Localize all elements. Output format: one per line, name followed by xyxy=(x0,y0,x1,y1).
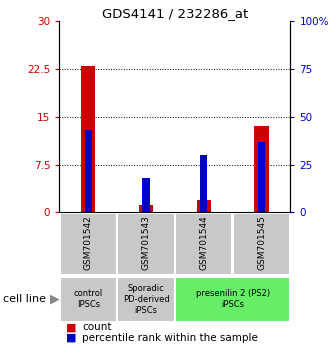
Text: Sporadic
PD-derived
iPSCs: Sporadic PD-derived iPSCs xyxy=(123,284,169,315)
Text: cell line: cell line xyxy=(3,294,46,304)
Bar xyxy=(81,66,95,212)
Text: ■: ■ xyxy=(66,333,77,343)
Bar xyxy=(254,126,269,212)
Bar xyxy=(175,213,232,275)
Bar xyxy=(233,213,290,275)
Bar xyxy=(200,155,207,212)
Text: GSM701544: GSM701544 xyxy=(199,216,208,270)
Bar xyxy=(60,276,117,322)
Text: presenilin 2 (PS2)
iPSCs: presenilin 2 (PS2) iPSCs xyxy=(196,289,270,309)
Bar xyxy=(117,276,175,322)
Text: ▶: ▶ xyxy=(50,293,59,306)
Bar xyxy=(258,142,265,212)
Text: percentile rank within the sample: percentile rank within the sample xyxy=(82,333,258,343)
Text: count: count xyxy=(82,322,112,332)
Bar xyxy=(175,276,290,322)
Text: ■: ■ xyxy=(66,322,77,332)
Bar xyxy=(139,205,153,212)
Bar xyxy=(60,213,117,275)
Text: GSM701543: GSM701543 xyxy=(142,216,150,270)
Text: GSM701545: GSM701545 xyxy=(257,216,266,270)
Text: control
IPSCs: control IPSCs xyxy=(74,289,103,309)
Bar xyxy=(143,178,149,212)
Bar xyxy=(117,213,175,275)
Text: GSM701542: GSM701542 xyxy=(84,216,93,270)
Bar xyxy=(85,130,92,212)
Bar xyxy=(197,200,211,212)
Title: GDS4141 / 232286_at: GDS4141 / 232286_at xyxy=(102,7,248,20)
